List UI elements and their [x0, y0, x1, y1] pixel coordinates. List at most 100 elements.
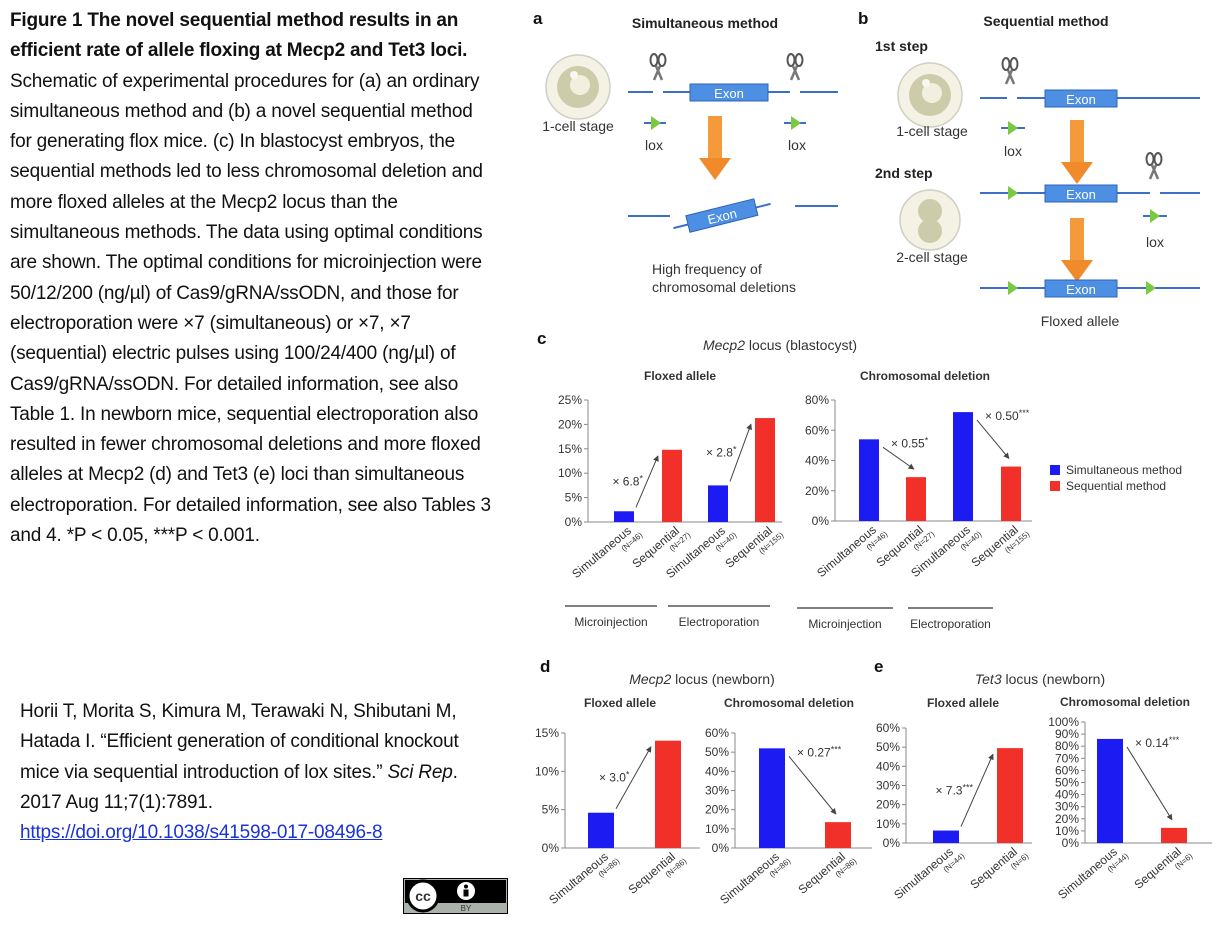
bar [614, 511, 634, 522]
panel-title-text: locus (blastocyst) [749, 337, 857, 353]
y-tick-label: 20% [1055, 812, 1079, 826]
annotation-arrow [729, 423, 752, 482]
exon-label: Exon [1066, 92, 1096, 107]
excised-exon: Exon [673, 198, 771, 233]
embryo [899, 189, 961, 251]
category-label: Simultaneous(N=86) [546, 850, 621, 907]
by-head [464, 884, 468, 889]
lox-site [1008, 281, 1018, 295]
group-label: Electroporation [679, 615, 760, 629]
doi-link[interactable]: https://doi.org/10.1038/s41598-017-08496… [20, 822, 383, 844]
category-label: Simultaneous(N=40) [908, 523, 983, 580]
x-tick-label: Simultaneous [717, 850, 782, 907]
y-tick-label: 60% [705, 726, 729, 740]
y-tick-label: 0% [1062, 836, 1080, 850]
y-tick-label: 5% [565, 491, 583, 505]
lox-site [1146, 281, 1156, 295]
x-tick-label: Simultaneous [569, 524, 634, 581]
gene-name: Mecp2 [629, 671, 671, 687]
stage-label: 2-cell stage [896, 249, 968, 265]
y-tick-label: 10% [876, 817, 900, 831]
by-body [463, 889, 469, 897]
lox-label: lox [1146, 234, 1164, 250]
scissors [786, 52, 804, 82]
n-label: (N=46) [620, 530, 645, 553]
y-tick-label: 100% [1048, 715, 1079, 729]
panel-title: Sequential method [983, 13, 1108, 29]
y-tick-label: 0% [812, 514, 830, 528]
exon-label: Exon [714, 86, 744, 101]
y-tick-label: 15% [535, 726, 559, 740]
annotation: × 3.0* [599, 770, 630, 785]
group-label: Microinjection [574, 615, 647, 629]
citation: Horii T, Morita S, Kimura M, Terawaki N,… [20, 697, 490, 848]
n-label: (N=86) [768, 856, 793, 879]
annotation: × 0.55* [891, 435, 929, 450]
embryo [545, 54, 611, 120]
y-tick-label: 30% [1055, 800, 1079, 814]
n-label: (N=27) [668, 530, 693, 553]
step-label: 1st step [875, 38, 928, 54]
annotation: × 0.50*** [985, 408, 1030, 423]
y-tick-label: 10% [705, 822, 729, 836]
y-tick-label: 80% [1055, 739, 1079, 753]
y-tick-label: 60% [876, 721, 900, 735]
x-tick-label: Sequential [1131, 845, 1183, 892]
bar [997, 748, 1023, 843]
scissors [1001, 56, 1019, 86]
license-badge: cc BY [403, 878, 508, 914]
x-tick-label: Simultaneous [891, 845, 956, 902]
panel-title: Mecp2 locus (blastocyst) [703, 337, 857, 353]
gene-name: Mecp2 [703, 337, 745, 353]
category-label: Simultaneous(N=46) [814, 523, 889, 580]
y-tick-label: 30% [876, 779, 900, 793]
result-label: High frequency of [652, 261, 762, 277]
cc-circle [406, 879, 440, 913]
category-label: Sequential(N=86) [795, 850, 858, 897]
y-tick-label: 10% [535, 764, 559, 778]
bar [662, 449, 682, 522]
n-label: (N=86) [664, 856, 689, 879]
y-tick-label: 50% [1055, 776, 1079, 790]
exon-label: Exon [1066, 282, 1096, 297]
y-tick-label: 10% [1055, 824, 1079, 838]
bar [588, 812, 614, 848]
bar [1001, 466, 1021, 521]
category-label: Sequential(N=6) [967, 845, 1030, 892]
lox-site [1008, 121, 1018, 135]
x-tick-label: Sequential [968, 523, 1020, 570]
bar [1161, 827, 1187, 843]
legend-swatch [1050, 465, 1060, 475]
x-tick-label: Simultaneous [663, 524, 728, 581]
category-label: Sequential(N=155) [968, 523, 1031, 570]
group-label: Microinjection [808, 617, 881, 631]
panel-letter: a [533, 9, 543, 28]
category-label: Sequential(N=155) [722, 524, 785, 571]
citation-details: . 2017 Aug 11;7(1):7891. [20, 761, 458, 813]
y-tick-label: 40% [705, 764, 729, 778]
x-tick-label: Simultaneous [908, 523, 973, 580]
bar [859, 439, 879, 521]
category-label: Simultaneous(N=86) [717, 850, 793, 907]
category-label: Simultaneous(N=46) [569, 524, 645, 581]
annotation: × 6.8* [612, 474, 643, 489]
y-tick-label: 80% [805, 393, 829, 407]
bar [759, 748, 785, 848]
lox-site [791, 116, 801, 130]
lox-label: lox [645, 137, 663, 153]
bar [1097, 738, 1123, 843]
panel-letter: b [858, 9, 868, 28]
bar [906, 477, 926, 521]
n-label: (N=44) [942, 851, 967, 874]
x-tick-label: Sequential [629, 524, 681, 571]
n-label: (N=155) [757, 530, 785, 556]
citation-text: Horii T, Morita S, Kimura M, Terawaki N,… [20, 701, 459, 783]
bar [655, 740, 681, 848]
y-tick-label: 70% [1055, 751, 1079, 765]
annotation: × 7.3*** [935, 782, 973, 797]
chart-title: Floxed allele [584, 696, 656, 710]
n-label: (N=40) [714, 530, 739, 553]
bar [933, 830, 959, 843]
exon-label: Exon [706, 206, 738, 228]
embryo [897, 62, 963, 128]
